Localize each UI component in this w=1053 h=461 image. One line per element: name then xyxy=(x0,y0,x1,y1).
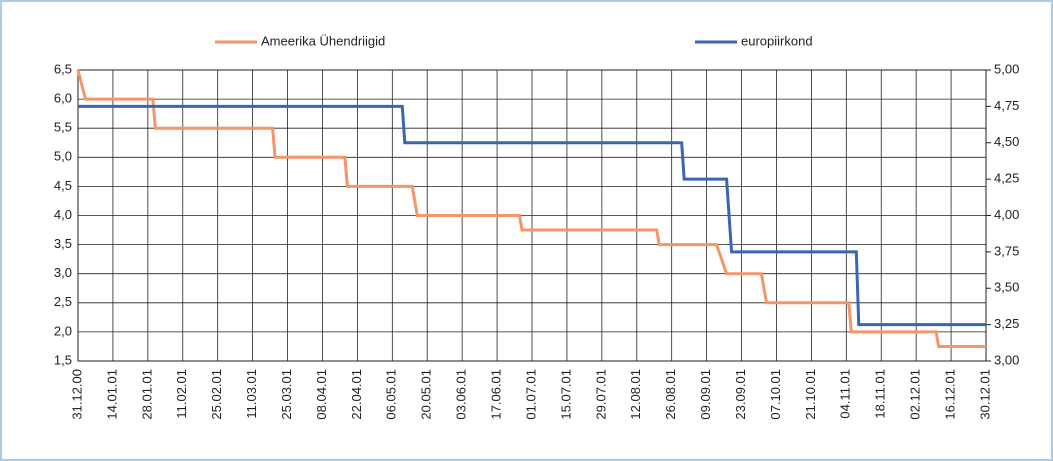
y-tick-label: 5,0 xyxy=(54,149,72,164)
y2-tick-label: 3,75 xyxy=(994,243,1019,258)
x-tick-label: 25.02.01 xyxy=(209,369,224,420)
x-tick-label: 30.12.01 xyxy=(977,369,992,420)
x-tick-label: 08.04.01 xyxy=(314,369,329,420)
x-tick-label: 23.09.01 xyxy=(733,369,748,420)
x-tick-label: 28.01.01 xyxy=(139,369,154,420)
x-tick-label: 26.08.01 xyxy=(663,369,678,420)
x-tick-label: 12.08.01 xyxy=(628,369,643,420)
x-tick-label: 22.04.01 xyxy=(349,369,364,420)
x-tick-label: 15.07.01 xyxy=(558,369,573,420)
x-tick-label: 02.12.01 xyxy=(908,369,923,420)
y-tick-label: 2,0 xyxy=(54,323,72,338)
plot-border xyxy=(77,69,987,362)
y-tick-label: 6,5 xyxy=(54,61,72,76)
x-tick-label: 11.02.01 xyxy=(174,369,189,419)
y2-tick-label: 5,00 xyxy=(994,61,1019,76)
y-tick-label: 5,5 xyxy=(54,120,72,135)
legend-label: Ameerika Ühendriigid xyxy=(261,33,385,48)
y-tick-label: 6,0 xyxy=(54,91,72,106)
y2-tick-label: 3,50 xyxy=(994,280,1019,295)
series-line xyxy=(76,69,986,348)
legend-label: europiirkond xyxy=(741,33,813,48)
y2-tick-label: 3,25 xyxy=(994,316,1019,331)
x-tick-label: 07.10.01 xyxy=(768,369,783,420)
x-tick-label: 25.03.01 xyxy=(279,369,294,420)
x-tick-label: 17.06.01 xyxy=(489,369,504,420)
x-tick-label: 11.03.01 xyxy=(244,369,259,419)
y-tick-label: 1,5 xyxy=(54,352,72,367)
x-tick-label: 06.05.01 xyxy=(384,369,399,420)
x-tick-label: 09.09.01 xyxy=(698,369,713,420)
x-tick-label: 21.10.01 xyxy=(803,369,818,420)
x-tick-label: 03.06.01 xyxy=(454,369,469,420)
y2-tick-label: 4,75 xyxy=(994,98,1019,113)
y-tick-label: 4,0 xyxy=(54,207,72,222)
y-tick-label: 2,5 xyxy=(54,294,72,309)
x-tick-label: 29.07.01 xyxy=(593,369,608,420)
x-tick-label: 01.07.01 xyxy=(523,369,538,420)
x-tick-label: 04.11.01 xyxy=(838,369,853,419)
y-tick-label: 3,5 xyxy=(54,236,72,251)
x-tick-label: 14.01.01 xyxy=(104,369,119,420)
y-tick-label: 3,0 xyxy=(54,265,72,280)
y-tick-label: 4,5 xyxy=(54,178,72,193)
y2-tick-label: 4,00 xyxy=(994,207,1019,222)
y2-tick-label: 4,25 xyxy=(994,171,1019,186)
y2-tick-label: 4,50 xyxy=(994,134,1019,149)
x-tick-label: 20.05.01 xyxy=(419,369,434,420)
x-tick-label: 16.12.01 xyxy=(943,369,958,420)
series-line xyxy=(78,104,986,327)
x-tick-label: 18.11.01 xyxy=(873,369,888,419)
y2-tick-label: 3,00 xyxy=(994,352,1019,367)
x-tick-label: 31.12.00 xyxy=(69,369,84,420)
